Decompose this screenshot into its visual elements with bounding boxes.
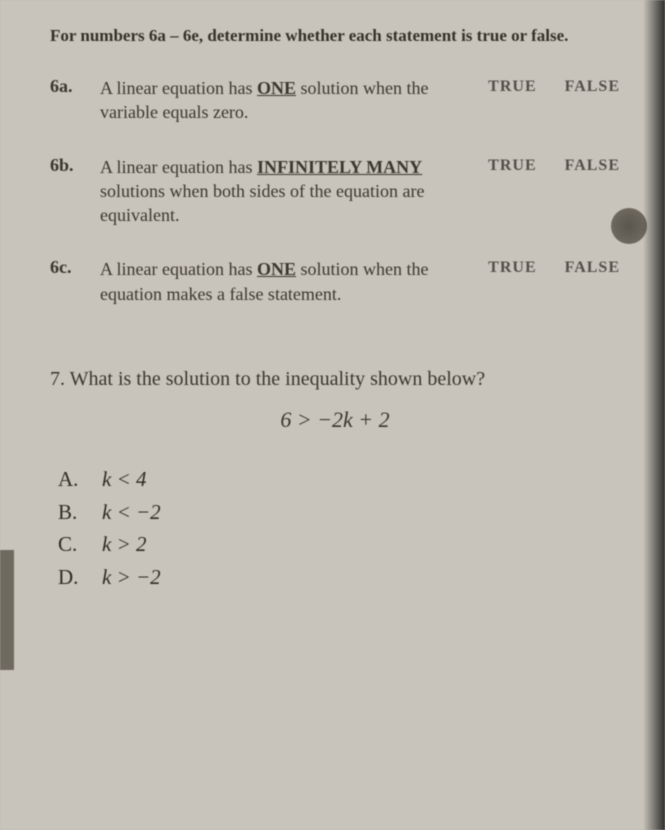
- choice-text: k > −2: [102, 561, 161, 594]
- choice-text: k > 2: [102, 528, 147, 561]
- choice-a[interactable]: A. k < 4: [58, 463, 620, 496]
- emphasis-one: ONE: [257, 259, 296, 279]
- question-6c: 6c. A linear equation has ONE solution w…: [50, 257, 620, 306]
- choice-text: k < −2: [102, 496, 161, 529]
- question-number: 7.: [50, 368, 65, 390]
- text-segment: A linear equation has: [100, 259, 252, 279]
- choice-letter: D.: [58, 561, 86, 594]
- choice-letter: B.: [58, 496, 86, 529]
- question-body: A linear equation has ONE solution when …: [100, 257, 488, 306]
- answer-choices: A. k < 4 B. k < −2 C. k > 2 D. k > −2: [50, 463, 620, 593]
- question-number: 6c.: [50, 257, 100, 278]
- left-tab-shadow: [0, 550, 14, 670]
- true-option[interactable]: TRUE: [488, 78, 536, 96]
- false-option[interactable]: FALSE: [565, 157, 620, 175]
- question-6b: 6b. A linear equation has INFINITELY MAN…: [50, 155, 620, 228]
- choice-letter: A.: [58, 463, 86, 496]
- choice-letter: C.: [58, 528, 86, 561]
- page-edge-shadow: [643, 0, 665, 830]
- emphasis-one: ONE: [257, 78, 296, 98]
- prompt-text: What is the solution to the inequality s…: [70, 368, 486, 390]
- true-false-options: TRUE FALSE: [488, 155, 620, 175]
- worksheet-page: For numbers 6a – 6e, determine whether e…: [0, 0, 665, 830]
- choice-c[interactable]: C. k > 2: [58, 528, 620, 561]
- false-option[interactable]: FALSE: [565, 78, 620, 96]
- choice-b[interactable]: B. k < −2: [58, 496, 620, 529]
- question-number: 6a.: [50, 76, 100, 97]
- true-false-options: TRUE FALSE: [488, 76, 620, 96]
- choice-text: k < 4: [102, 463, 147, 496]
- text-segment: A linear equation has: [100, 78, 252, 98]
- question-body: A linear equation has ONE solution when …: [100, 76, 488, 125]
- question-6a: 6a. A linear equation has ONE solution w…: [50, 76, 620, 125]
- emphasis-infinitely-many: INFINITELY MANY: [257, 157, 422, 177]
- true-false-options: TRUE FALSE: [488, 257, 620, 277]
- choice-d[interactable]: D. k > −2: [58, 561, 620, 594]
- question-7-prompt: 7. What is the solution to the inequalit…: [50, 366, 620, 393]
- question-number: 6b.: [50, 155, 100, 176]
- section-instructions: For numbers 6a – 6e, determine whether e…: [50, 25, 620, 48]
- true-option[interactable]: TRUE: [488, 157, 536, 175]
- question-body: A linear equation has INFINITELY MANY so…: [100, 155, 488, 228]
- text-segment: solutions when both sides of the equatio…: [100, 181, 424, 225]
- question-7: 7. What is the solution to the inequalit…: [50, 366, 620, 593]
- inequality-expression: 6 > −2k + 2: [50, 407, 620, 433]
- punch-hole-icon: [611, 208, 647, 244]
- false-option[interactable]: FALSE: [565, 259, 620, 277]
- true-option[interactable]: TRUE: [488, 259, 536, 277]
- text-segment: A linear equation has: [100, 157, 252, 177]
